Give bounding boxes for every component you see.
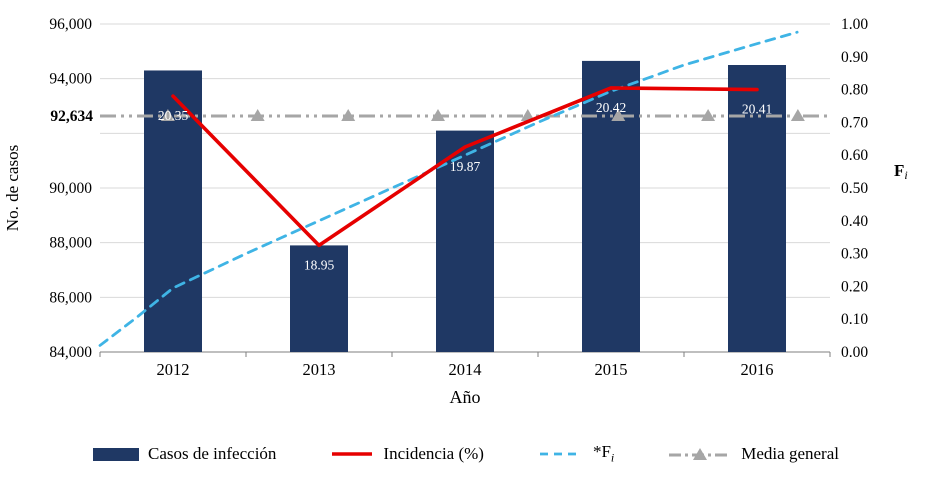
triangle-marker — [520, 109, 535, 122]
bar-2015 — [582, 60, 640, 353]
right-axis-tick-label: 0.70 — [841, 114, 868, 131]
right-axis-tick-label: 0.30 — [841, 246, 868, 263]
bar-2014 — [436, 130, 494, 352]
x-axis-tick-label: 2014 — [449, 360, 482, 379]
dashdot-triangle-swatch — [669, 448, 732, 460]
legend-item-fi: *Fi — [538, 442, 614, 465]
legend-label-casos: Casos de infección — [148, 444, 277, 463]
legend-label-media-general: Media general — [741, 444, 839, 463]
x-axis-title: Año — [450, 387, 481, 407]
x-axis-tick-label: 2012 — [157, 360, 190, 379]
left-axis-tick-label: 86,000 — [49, 289, 92, 306]
left-axis-tick-label: 96,000 — [49, 16, 92, 33]
legend-item-media-general: Media general — [668, 444, 839, 464]
incidencia-data-label: 20.35 — [158, 108, 189, 123]
red-line-swatch — [332, 452, 373, 456]
legend-item-casos-de-infeccion: Casos de infección — [93, 444, 276, 464]
x-axis-tick-label: 2016 — [741, 360, 774, 379]
x-axis-tick-label: 2015 — [595, 360, 628, 379]
left-axis-tick-label: 88,000 — [49, 235, 92, 252]
incidencia-data-label: 20.42 — [596, 100, 626, 115]
triangle-marker — [701, 109, 716, 122]
triangle-marker — [790, 109, 805, 122]
left-axis-tick-label: 94,000 — [49, 71, 92, 88]
legend-label-fi-main: *F — [592, 442, 611, 462]
right-axis-title: Fi — [894, 161, 908, 182]
right-axis-tick-label: 0.50 — [841, 180, 868, 197]
incidencia-data-label: 20.41 — [742, 102, 772, 117]
right-axis-title-sub: i — [904, 168, 907, 182]
triangle-marker — [341, 109, 356, 122]
right-axis-tick-label: 0.40 — [841, 213, 868, 230]
legend-item-incidencia: Incidencia (%) — [330, 444, 484, 464]
incidencia-data-label: 18.95 — [304, 257, 335, 272]
right-axis-tick-label: 0.90 — [841, 49, 868, 66]
dashed-line-swatch — [539, 452, 582, 456]
chart-legend: Casos de infección Incidencia (%) *Fi Me… — [0, 417, 932, 496]
bar-2016 — [728, 65, 786, 352]
triangle-marker — [611, 109, 626, 122]
incidencia-data-label: 19.87 — [450, 159, 481, 174]
legend-label-incidencia: Incidencia (%) — [383, 444, 484, 463]
bar-swatch — [93, 447, 140, 461]
media-general-axis-label: 92,634 — [50, 108, 93, 125]
right-axis-tick-label: 0.80 — [841, 82, 868, 99]
left-axis-tick-label: 84,000 — [49, 344, 92, 361]
bar-2013 — [290, 245, 348, 352]
chart-canvas: 84,000 86,000 88,000 90,000 94,000 96,000 92,6… — [3, 16, 908, 407]
triangle-marker — [430, 109, 445, 122]
triangle-marker — [160, 109, 175, 122]
left-axis-tick-label: 90,000 — [49, 180, 92, 197]
right-axis-tick-label: 0.10 — [841, 311, 868, 328]
legend-label-fi-sub: i — [610, 450, 615, 465]
left-axis-title: No. de casos — [3, 145, 22, 231]
incidencia-line — [171, 86, 759, 248]
right-axis-title-main: F — [894, 161, 904, 180]
right-axis-tick-label: 0.00 — [841, 344, 868, 361]
right-axis-tick-label: 1.00 — [841, 16, 868, 33]
legend-label-fi: *Fi — [593, 442, 614, 465]
right-axis-tick-label: 0.20 — [841, 278, 868, 295]
triangle-marker — [250, 109, 265, 122]
x-axis-tick-label: 2013 — [303, 360, 336, 379]
right-axis-tick-label: 0.60 — [841, 147, 868, 164]
